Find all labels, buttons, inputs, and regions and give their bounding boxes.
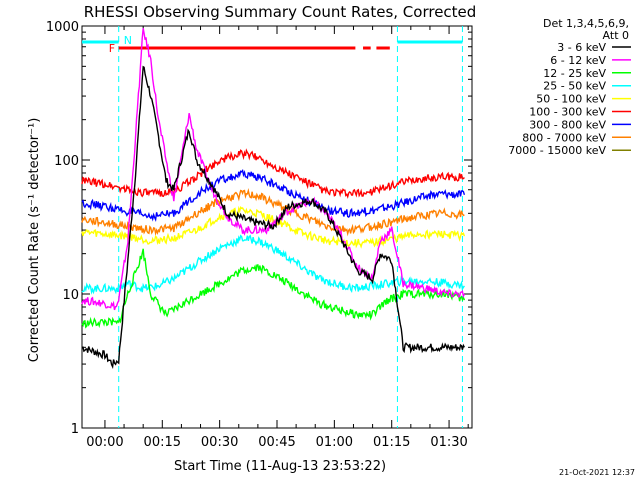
x-tick-label: 00:00 <box>86 435 123 450</box>
series-line <box>81 188 465 237</box>
y-axis-label: Corrected Count Rate (s⁻¹ detector⁻¹) <box>27 118 42 363</box>
series-line <box>81 169 466 223</box>
x-tick-label: 01:30 <box>430 435 467 450</box>
y-tick-label: 100 <box>54 154 79 169</box>
legend-label: 25 - 50 keV <box>543 80 606 93</box>
date-stamp: 21-Oct-2021 12:37 <box>559 468 635 477</box>
x-axis-label: Start Time (11-Aug-13 23:53:22) <box>174 459 386 474</box>
y-tick-label: 1 <box>71 422 79 437</box>
series-line <box>81 65 466 370</box>
x-tick-label: 00:45 <box>258 435 295 450</box>
legend-header-line-2: Att 0 <box>603 29 629 42</box>
flare-flag-label: F <box>109 42 115 55</box>
legend-header-line-1: Det 1,3,4,5,6,9, <box>543 17 629 30</box>
series-line <box>81 148 465 199</box>
series-line <box>81 248 466 329</box>
legend-label: 7000 - 15000 keV <box>508 144 606 157</box>
legend-label: 100 - 300 keV <box>529 106 606 119</box>
x-tick-label: 01:15 <box>373 435 410 450</box>
y-tick-label: 1000 <box>46 20 79 35</box>
night-flag-label: N <box>124 34 132 47</box>
x-tick-label: 00:15 <box>144 435 181 450</box>
legend-label: 300 - 800 keV <box>529 118 606 131</box>
chart-title: RHESSI Observing Summary Count Rates, Co… <box>84 3 477 21</box>
legend-label: 6 - 12 keV <box>550 54 606 67</box>
plot-area: 1 10 100 1000 00:00 00:15 00:30 00:45 01:00 01:15… <box>46 20 473 450</box>
series-line <box>81 234 465 295</box>
x-tick-label: 01:00 <box>316 435 353 450</box>
legend-label: 50 - 100 keV <box>536 93 606 106</box>
x-tick-label: 00:30 <box>201 435 238 450</box>
y-tick-label: 10 <box>62 288 79 303</box>
legend-label: 12 - 25 keV <box>543 67 606 80</box>
legend-label: 3 - 6 keV <box>557 41 606 54</box>
legend-label: 800 - 7000 keV <box>522 131 606 144</box>
